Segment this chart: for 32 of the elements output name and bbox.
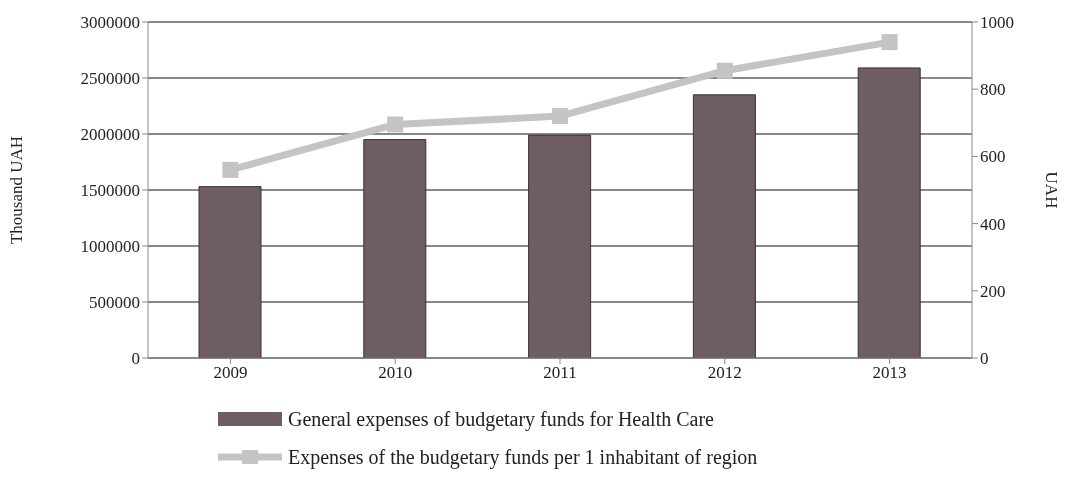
bar — [692, 94, 756, 358]
x-tick-label: 2013 — [872, 363, 907, 383]
y2-axis-title: UAH — [1041, 171, 1061, 209]
y-tick-label: 1000000 — [80, 237, 140, 257]
bar — [857, 67, 921, 358]
y-axis-title: Thousand UAH — [7, 135, 27, 245]
x-tick-label: 2011 — [543, 363, 577, 383]
point — [387, 116, 404, 133]
bar — [528, 134, 592, 358]
x-tick-label: 2010 — [378, 363, 413, 383]
point — [881, 34, 898, 51]
y-tick-label: 2000000 — [80, 125, 140, 145]
y2-tick-label: 600 — [980, 147, 1006, 167]
y-tick-label: 3000000 — [80, 13, 140, 33]
y2-tick-label: 0 — [980, 349, 989, 369]
y-tick-label: 0 — [131, 349, 140, 369]
y2-tick-label: 800 — [980, 80, 1006, 100]
bar — [198, 186, 262, 358]
point — [552, 108, 568, 125]
x-tick-label: 2009 — [213, 363, 248, 383]
y-tick-label: 1500000 — [80, 181, 140, 201]
x-tick-label: 2012 — [707, 363, 742, 383]
point — [222, 161, 239, 178]
y-tick-label: 2500000 — [80, 69, 140, 89]
bar — [363, 139, 427, 358]
y2-tick-label: 400 — [980, 214, 1006, 234]
legend-label: Expenses of the budgetary funds per 1 inhabitant of region — [288, 445, 758, 469]
y-tick-label: 500000 — [89, 293, 140, 313]
y2-tick-label: 200 — [980, 281, 1006, 301]
point — [716, 62, 733, 79]
legend-label: General expenses of budgetary funds for Health Care — [288, 407, 714, 431]
y2-tick-label: 1000 — [980, 13, 1014, 33]
